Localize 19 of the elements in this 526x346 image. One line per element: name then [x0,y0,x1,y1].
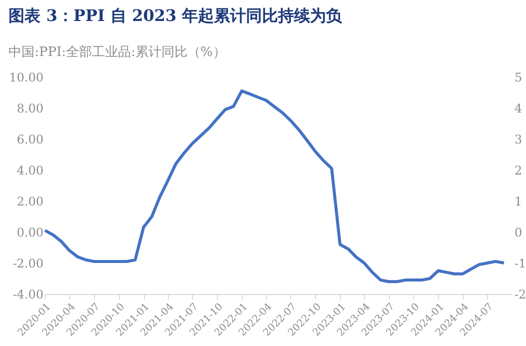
y-tick-label: 4.00 [16,164,44,178]
y-tick-label: -2.00 [12,256,44,270]
y-tick-label: 2.00 [16,194,44,208]
y2-tick-label: -2 [514,288,526,302]
y2-tick-label: 2 [514,164,522,178]
y-tick-label: 10.00 [9,70,44,84]
y2-tick-label: 1 [514,194,522,208]
chart-subtitle: 中国:PPI:全部工业品:累计同比（%） [8,45,226,60]
y-tick-label: 8.00 [16,102,44,116]
line-series [44,89,506,284]
y-tick-label: -4.00 [12,288,44,302]
y2-tick-label: -1 [514,256,526,270]
chart-title: 图表 3：PPI 自 2023 年起累计同比持续为负 [8,6,344,25]
y2-tick-label: 0 [514,226,522,240]
y2-tick-label: 4 [514,102,522,116]
y-tick-label: 6.00 [16,132,44,146]
y-tick-label: 0.00 [16,226,44,240]
y2-tick-label: 5 [514,70,522,84]
y2-tick-label: 3 [514,132,522,146]
